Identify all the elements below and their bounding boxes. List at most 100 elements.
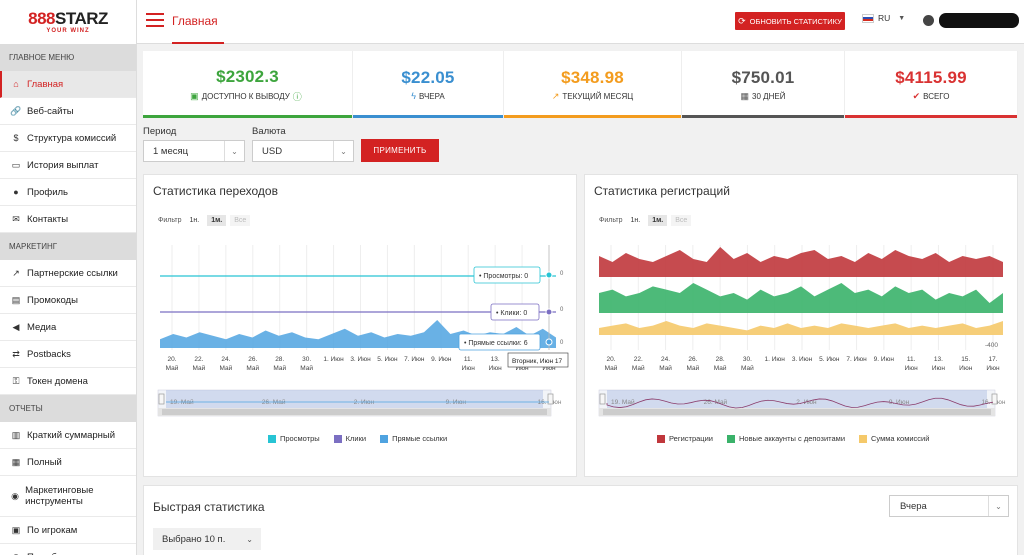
navigator-handle[interactable] bbox=[158, 393, 165, 405]
x-tick-label: Май bbox=[714, 364, 727, 372]
user-menu[interactable] bbox=[923, 13, 1019, 28]
sidebar-item[interactable]: ▣ По игрокам bbox=[0, 517, 136, 544]
navigator-handle[interactable] bbox=[991, 393, 998, 405]
range-1m-button[interactable]: 1м. bbox=[207, 215, 227, 226]
refresh-stats-button[interactable]: ⟳ ОБНОВИТЬ СТАТИСТИКУ bbox=[735, 12, 845, 30]
navigator-tick-label: 2. Июн bbox=[796, 399, 817, 406]
tooltip-box bbox=[458, 333, 541, 351]
range-1w-button[interactable]: 1н. bbox=[189, 217, 200, 224]
sidebar-item-label: Маркетинговые инструменты bbox=[25, 485, 94, 507]
sidebar-item[interactable]: ▦ Полный bbox=[0, 449, 136, 476]
stat-value: $22.05 bbox=[401, 68, 455, 87]
filter-label: Фильтр bbox=[158, 217, 182, 224]
currency-select[interactable]: USD ⌄ bbox=[252, 140, 354, 162]
columns-select[interactable]: Выбрано 10 п. ⌄ bbox=[153, 528, 261, 550]
series-area-direct-links bbox=[160, 320, 556, 348]
stat-label: ВСЕГО bbox=[923, 91, 950, 101]
legend-swatch bbox=[380, 434, 389, 443]
hamburger-menu-icon[interactable] bbox=[146, 13, 164, 27]
tooltip-box bbox=[490, 303, 540, 321]
calendar-icon: ▦ bbox=[740, 90, 750, 101]
x-tick-label: Май bbox=[659, 364, 672, 372]
stat-value: $4115.99 bbox=[895, 67, 967, 87]
currency-label: Валюта bbox=[252, 126, 286, 137]
sidebar-item[interactable]: ⇄ Postbacks bbox=[0, 341, 136, 368]
sidebar-item[interactable]: ◀ Медиа bbox=[0, 314, 136, 341]
stat-label: 30 ДНЕЙ bbox=[752, 91, 786, 101]
x-tick-label: 17. bbox=[988, 356, 997, 363]
sidebar-item-label: Промокоды bbox=[27, 294, 78, 306]
legend-item[interactable]: Прямые ссылки bbox=[380, 434, 447, 443]
x-tick-label: 20. bbox=[167, 356, 176, 363]
quick-period-select[interactable]: Вчера ⌄ bbox=[889, 495, 1009, 517]
navigator-scroll-thumb[interactable] bbox=[162, 409, 547, 415]
legend-item[interactable]: Регистрации bbox=[657, 434, 713, 443]
period-select[interactable]: 1 месяц ⌄ bbox=[143, 140, 245, 162]
sidebar-item[interactable]: ⌂ Главная bbox=[0, 71, 136, 98]
apply-button[interactable]: ПРИМЕНИТЬ bbox=[361, 139, 439, 162]
x-tick-label: 30. bbox=[743, 356, 752, 363]
navigator-handle[interactable] bbox=[599, 393, 606, 405]
x-tick-label: 3. Июн bbox=[350, 356, 371, 363]
full-chart-icon: ▦ bbox=[11, 456, 21, 467]
x-tick-label: 22. bbox=[194, 356, 203, 363]
sidebar-item[interactable]: ● Профиль bbox=[0, 179, 136, 206]
quick-stats-panel: Быстрая статистика Вчера ⌄ Выбрано 10 п.… bbox=[143, 485, 1018, 555]
chevron-down-icon: ⌄ bbox=[224, 141, 244, 161]
range-1m-button[interactable]: 1м. bbox=[648, 215, 668, 226]
legend-item[interactable]: Сумма комиссий bbox=[859, 434, 929, 443]
x-tick-label: Май bbox=[741, 364, 754, 372]
sidebar-item[interactable]: ▥ Краткий суммарный bbox=[0, 422, 136, 449]
sidebar-item[interactable]: ↗ Партнерские ссылки bbox=[0, 260, 136, 287]
navigator-selection[interactable] bbox=[166, 390, 543, 408]
stat-card: $750.01 ▦ 30 ДНЕЙ bbox=[682, 51, 845, 118]
x-tick-label: 15. bbox=[961, 356, 970, 363]
legend-label: Клики bbox=[345, 434, 367, 443]
legend-item[interactable]: Новые аккаунты с депозитами bbox=[726, 434, 846, 443]
x-tick-label: 1. Июн bbox=[765, 356, 786, 363]
sidebar-item[interactable]: 🔗 Веб-сайты bbox=[0, 98, 136, 125]
stat-card: $22.05 ϟ ВЧЕРА bbox=[353, 51, 504, 118]
envelope-icon: ✉ bbox=[12, 213, 20, 224]
x-tick-label: Июн bbox=[462, 365, 476, 372]
sidebar-item[interactable]: ◍ По суб-партнерам bbox=[0, 544, 136, 555]
language-selector[interactable]: RU ▼ bbox=[862, 13, 905, 23]
sidebar-item[interactable]: $ Структура комиссий bbox=[0, 125, 136, 152]
stat-value: $2302.3 bbox=[216, 66, 279, 86]
sidebar-item[interactable]: ⚿ Токен домена bbox=[0, 368, 136, 395]
palette-icon: ◉ bbox=[11, 490, 19, 501]
sidebar-item[interactable]: ▤ Промокоды bbox=[0, 287, 136, 314]
legend-swatch bbox=[333, 434, 342, 443]
legend-item[interactable]: Клики bbox=[333, 434, 367, 443]
wallet-icon: ▣ bbox=[190, 90, 199, 101]
navigator-tick-label: 2. Июн bbox=[354, 399, 375, 406]
legend-label: Новые аккаунты с депозитами bbox=[738, 434, 846, 443]
tooltip-text: • Прямые ссылки: 6 bbox=[464, 340, 528, 347]
navigator-selection[interactable] bbox=[607, 390, 987, 408]
navigator-tick-label: 9. Июн bbox=[889, 399, 910, 406]
navigator-handle[interactable] bbox=[547, 393, 554, 405]
brand-logo[interactable]: 888STARZ YOUR WINZ bbox=[0, 0, 136, 44]
x-tick-label: 9. Июн bbox=[431, 356, 452, 363]
sidebar-item-label: Главная bbox=[27, 78, 64, 90]
user-icon: ● bbox=[13, 187, 19, 197]
range-all-button[interactable]: Все bbox=[230, 215, 251, 226]
sidebar-item-label: Токен домена bbox=[27, 375, 88, 387]
legend-label: Прямые ссылки bbox=[392, 434, 448, 443]
info-icon[interactable]: ⓘ bbox=[292, 91, 302, 102]
navigator-scroll-thumb[interactable] bbox=[603, 409, 991, 415]
hover-marker bbox=[545, 271, 553, 279]
range-all-button[interactable]: Все bbox=[671, 215, 692, 226]
sidebar-item[interactable]: ✉ Контакты bbox=[0, 206, 136, 233]
sidebar-item[interactable]: ▭ История выплат bbox=[0, 152, 136, 179]
stat-label: ВЧЕРА bbox=[418, 91, 445, 101]
sidebar-item[interactable]: ◉ Маркетинговые инструменты bbox=[0, 476, 136, 517]
user-avatar-icon bbox=[923, 15, 934, 26]
x-tick-label: Май bbox=[166, 364, 179, 372]
legend-item[interactable]: Просмотры bbox=[268, 434, 320, 443]
range-1w-button[interactable]: 1н. bbox=[630, 217, 641, 224]
sidebar-item-label: По суб-партнерам bbox=[27, 552, 107, 555]
sidebar-item-label: Веб-сайты bbox=[27, 105, 74, 117]
